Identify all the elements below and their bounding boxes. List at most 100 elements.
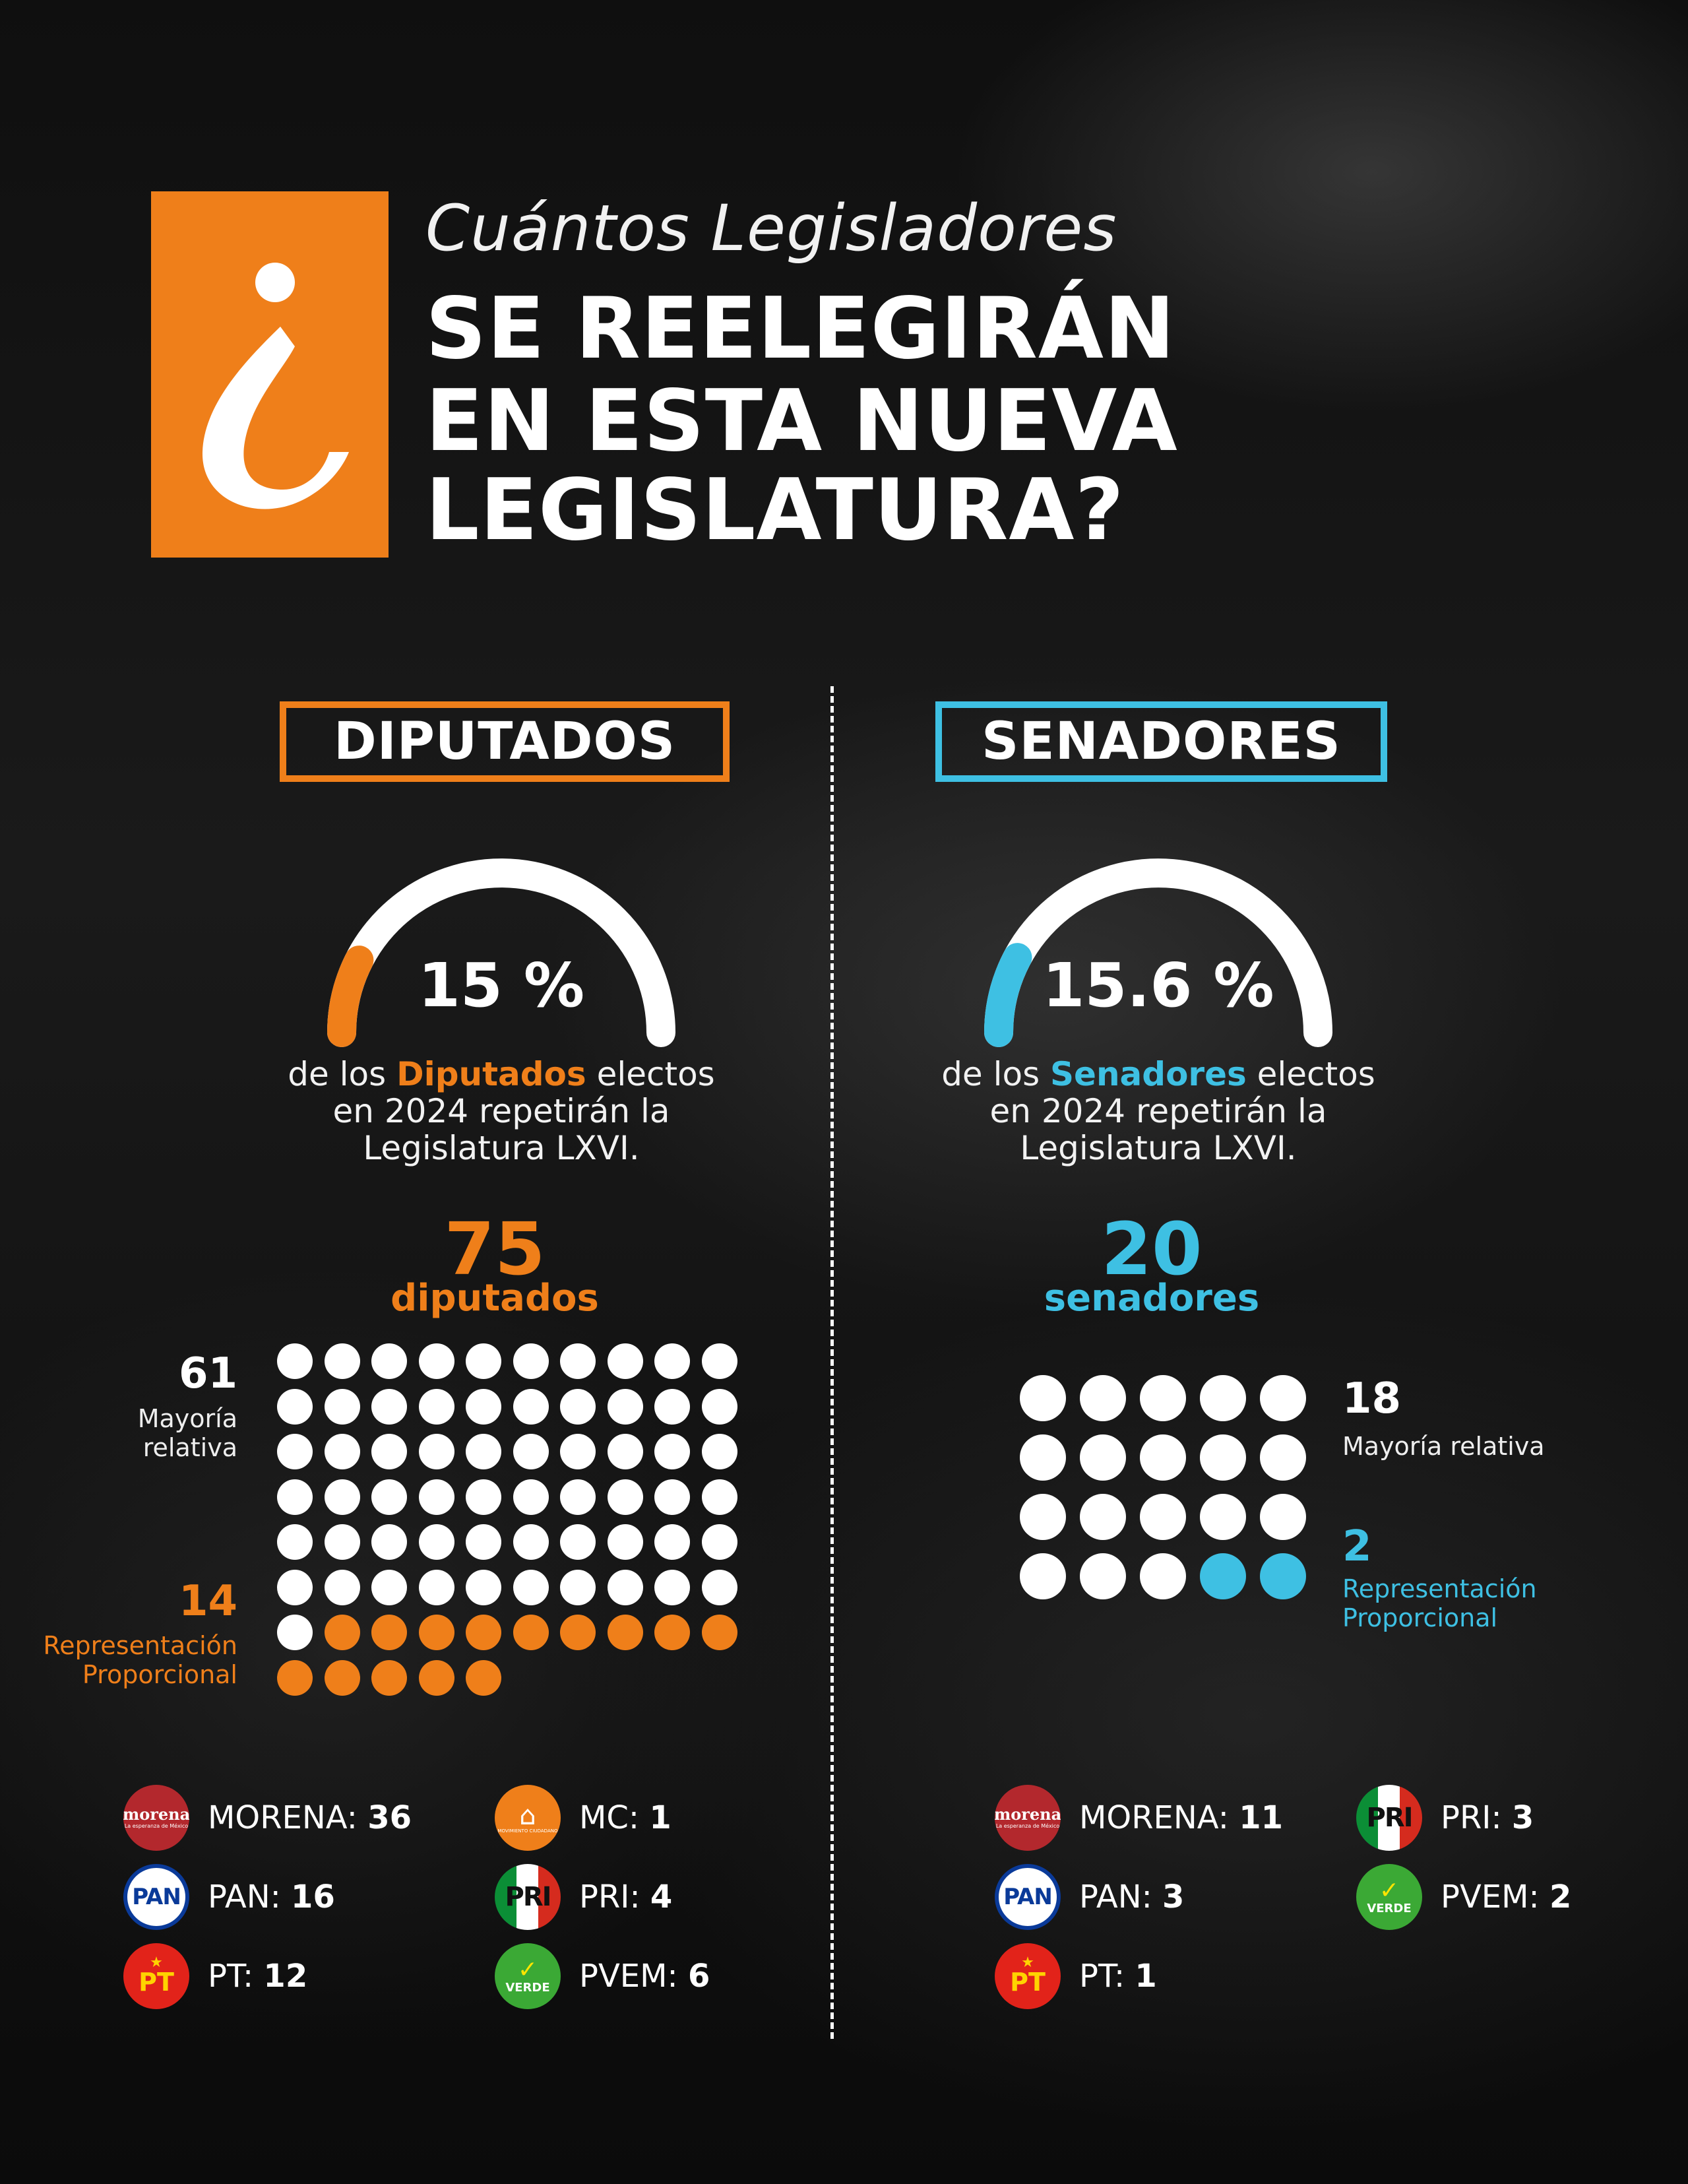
header-title-line-1: SE REELEGIRÁN <box>425 280 1176 378</box>
party-label: PVEM: 2 <box>1441 1879 1571 1915</box>
diputados-dot <box>654 1615 690 1650</box>
diputados-dot <box>701 1343 737 1379</box>
diputados-dot <box>277 1569 313 1605</box>
diputados-dot <box>371 1388 407 1425</box>
senadores-dot <box>1200 1553 1246 1599</box>
diputados-dot <box>607 1343 643 1379</box>
senadores-party-pt: ★ PT PT: 1 <box>995 1943 1157 2009</box>
senadores-dot <box>1020 1553 1066 1599</box>
morena-logo-sub: La esperanza de México <box>995 1823 1060 1829</box>
diputados-dot <box>277 1479 313 1515</box>
senadores-gauge-fill <box>984 943 1032 1047</box>
diputados-dot <box>418 1434 454 1469</box>
desc-line-2: en 2024 repetirán la <box>989 1092 1327 1130</box>
senadores-mr-label: Mayoría relativa <box>1342 1432 1619 1461</box>
diputados-dot <box>654 1434 690 1469</box>
party-name: PVEM: <box>579 1958 688 1995</box>
header-title-line-2: EN ESTA NUEVA <box>425 372 1178 470</box>
section-divider <box>830 686 834 2039</box>
toucan-icon: ✓ <box>517 1956 538 1983</box>
diputados-dot <box>371 1434 407 1469</box>
diputados-badge: DIPUTADOS <box>280 701 730 782</box>
diputados-dot <box>513 1479 549 1515</box>
senadores-dot <box>1080 1375 1126 1421</box>
party-count: 11 <box>1239 1799 1283 1836</box>
party-label: MORENA: 11 <box>1079 1799 1283 1836</box>
diputados-dot <box>466 1524 501 1560</box>
senadores-party-pan: PAN PAN: 3 <box>995 1864 1184 1930</box>
diputados-dot <box>513 1388 549 1425</box>
senadores-dot <box>1140 1375 1186 1421</box>
party-label: PAN: 3 <box>1079 1879 1184 1915</box>
diputados-dot <box>277 1659 313 1696</box>
senadores-dot <box>1260 1375 1306 1421</box>
toucan-icon: ✓ <box>1379 1877 1400 1904</box>
diputados-dot <box>418 1479 454 1515</box>
diputados-dot <box>324 1343 360 1379</box>
diputados-dot <box>607 1479 643 1515</box>
diputados-party-pri: PRI PRI: 4 <box>495 1864 672 1930</box>
senadores-dot <box>1080 1553 1126 1599</box>
rp-label-line-1: Representación <box>43 1631 237 1660</box>
rp-label-line-2: Proporcional <box>82 1660 237 1689</box>
diputados-dot <box>418 1388 454 1425</box>
desc-post: electos <box>586 1055 715 1093</box>
party-label: PRI: 3 <box>1441 1799 1534 1836</box>
pt-logo-text: PT <box>139 1968 174 1997</box>
senadores-rp-count: 2 <box>1342 1522 1372 1571</box>
party-count: 1 <box>1135 1958 1157 1995</box>
diputados-dot <box>654 1343 690 1379</box>
diputados-dot <box>466 1569 501 1605</box>
senadores-total: 20 <box>1101 1207 1203 1291</box>
desc-pre: de los <box>288 1055 397 1093</box>
diputados-dot <box>418 1569 454 1605</box>
party-count: 1 <box>649 1799 672 1836</box>
party-name: PRI: <box>1441 1799 1512 1836</box>
diputados-dot <box>466 1615 501 1650</box>
party-count: 3 <box>1162 1879 1185 1915</box>
diputados-dot <box>371 1569 407 1605</box>
diputados-dot <box>466 1343 501 1379</box>
senadores-dot <box>1080 1434 1126 1481</box>
diputados-dot <box>513 1569 549 1605</box>
diputados-dot <box>701 1434 737 1469</box>
pan-logo: PAN <box>123 1864 189 1930</box>
senadores-party-pvem: ✓ VERDE PVEM: 2 <box>1356 1864 1571 1930</box>
pvem-logo: ✓ VERDE <box>495 1943 561 2009</box>
senadores-dot <box>1140 1494 1186 1540</box>
party-label: PAN: 16 <box>208 1879 335 1915</box>
diputados-total: 75 <box>444 1207 546 1291</box>
diputados-dot <box>513 1524 549 1560</box>
party-name: MORENA: <box>208 1799 368 1836</box>
party-label: PVEM: 6 <box>579 1958 710 1995</box>
mr-label-line-2: relativa <box>142 1433 237 1462</box>
senadores-dot <box>1020 1434 1066 1481</box>
diputados-dot <box>418 1659 454 1696</box>
diputados-rp-count: 14 <box>178 1577 237 1626</box>
senadores-dot <box>1260 1494 1306 1540</box>
diputados-dot <box>324 1524 360 1560</box>
inverted-question-icon <box>202 263 349 509</box>
party-count: 36 <box>367 1799 412 1836</box>
diputados-party-pan: PAN PAN: 16 <box>123 1864 335 1930</box>
senadores-dot <box>1140 1434 1186 1481</box>
party-label: PRI: 4 <box>579 1879 672 1915</box>
senadores-gauge <box>984 858 1332 1047</box>
party-name: PRI: <box>579 1879 650 1915</box>
party-label: MC: 1 <box>579 1799 672 1836</box>
header-subtitle: Cuántos Legisladores <box>425 191 1117 265</box>
party-name: MORENA: <box>1079 1799 1239 1836</box>
morena-logo: morena La esperanza de México <box>123 1785 189 1851</box>
diputados-party-pvem: ✓ VERDE PVEM: 6 <box>495 1943 710 2009</box>
diputados-dot <box>560 1343 596 1379</box>
senadores-party-pri: PRI PRI: 3 <box>1356 1785 1534 1851</box>
morena-logo-text: morena <box>995 1805 1061 1824</box>
desc-pre: de los <box>941 1055 1051 1093</box>
diputados-dot <box>466 1479 501 1515</box>
senadores-dot <box>1080 1494 1126 1540</box>
diputados-dot <box>560 1434 596 1469</box>
mc-logo-text: MOVIMIENTO CIUDADANO <box>497 1828 558 1834</box>
senadores-dot <box>1140 1553 1186 1599</box>
diputados-dot <box>654 1569 690 1605</box>
